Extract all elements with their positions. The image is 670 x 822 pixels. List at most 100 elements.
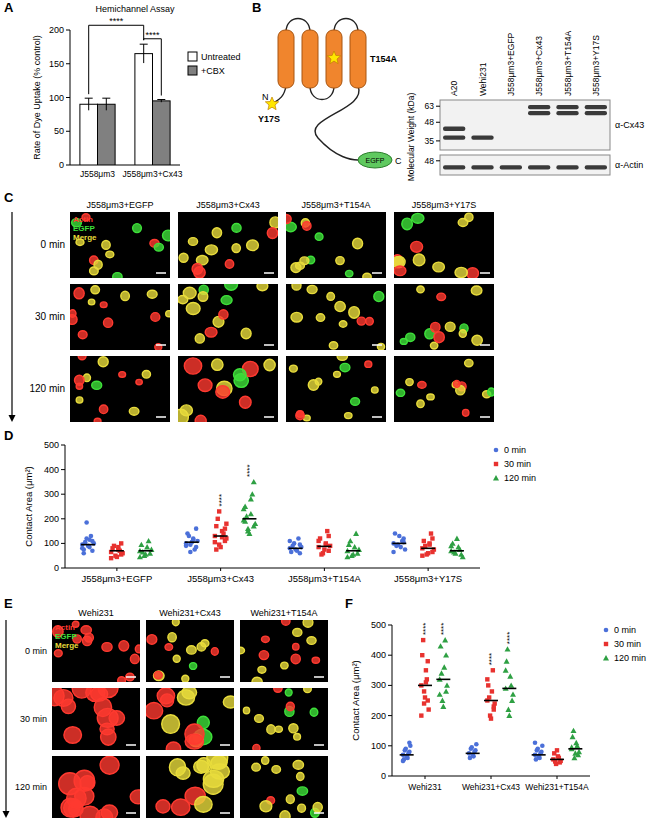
cell (190, 663, 197, 670)
point (188, 550, 193, 555)
cell (488, 388, 495, 396)
point (241, 506, 247, 511)
cell (349, 307, 360, 319)
point (401, 759, 406, 764)
legend-label: 0 min (614, 625, 636, 635)
micrograph (52, 756, 146, 822)
scale-bar (314, 812, 324, 814)
micrograph-bg (394, 356, 494, 422)
y-tick-label: 300 (44, 489, 59, 499)
cell (307, 285, 317, 293)
cell (205, 245, 217, 255)
point (439, 698, 445, 703)
cell (102, 643, 112, 652)
bar (153, 101, 171, 165)
micrograph (178, 279, 278, 350)
legend-label: 30 min (504, 459, 531, 469)
cell (203, 774, 223, 794)
cell (465, 359, 473, 366)
cell (165, 644, 173, 651)
micrograph (240, 684, 328, 751)
mutation-label: T154A (370, 54, 398, 64)
point (460, 554, 466, 559)
panel-label: D (4, 428, 13, 443)
category-label: J558μm3+Cx43 (123, 169, 183, 179)
channel-legend: Actin (55, 623, 75, 632)
y-tick (66, 165, 70, 166)
cell (345, 413, 352, 419)
band (471, 135, 493, 139)
point (441, 664, 447, 669)
cell (298, 804, 306, 812)
point (507, 673, 513, 678)
point (494, 462, 498, 466)
point (444, 682, 450, 687)
cell (212, 228, 221, 238)
cell (253, 744, 260, 751)
cell (417, 400, 424, 408)
cell (297, 773, 304, 781)
micrograph-bg (146, 620, 234, 682)
point (424, 680, 428, 684)
cell (459, 330, 466, 338)
cell (113, 273, 122, 281)
point (439, 670, 445, 675)
cell (402, 218, 413, 230)
point (391, 550, 396, 555)
cell (91, 687, 108, 701)
point (140, 549, 146, 554)
bands (443, 105, 607, 140)
point (192, 547, 197, 552)
micrograph (145, 686, 238, 755)
y-axis (392, 625, 393, 776)
scale-bar (480, 272, 490, 274)
significance-bracket (144, 39, 162, 96)
point (217, 509, 221, 513)
cell (417, 286, 424, 293)
lane-label: J558μm3+Cx43 (534, 36, 544, 96)
scale-bar (126, 744, 136, 746)
cell (431, 322, 440, 332)
cell (282, 617, 290, 625)
cell (147, 635, 157, 645)
cell (100, 302, 107, 308)
micrograph-bg (286, 284, 386, 350)
cell (292, 281, 301, 290)
cell (216, 386, 230, 399)
y-tick (61, 469, 65, 470)
band (443, 135, 465, 139)
channel-legend: EGFP (55, 632, 77, 641)
y-tick-label: 0 (381, 771, 386, 781)
category-label: J558μm3+EGFP (82, 573, 153, 584)
scale-bar (372, 344, 382, 346)
y-tick (388, 745, 392, 746)
cell (307, 637, 316, 645)
cell (255, 715, 264, 723)
y-tick-label: 50 (54, 126, 64, 136)
scale-bar (314, 744, 324, 746)
point (350, 551, 356, 556)
cell (437, 293, 446, 300)
cell (186, 303, 200, 315)
point (474, 742, 479, 747)
point (419, 713, 423, 717)
point (603, 655, 609, 660)
scale-bar (126, 676, 136, 678)
cell (270, 217, 281, 228)
n-terminus: N (262, 92, 269, 102)
legend-label: 120 min (504, 473, 536, 483)
micrograph (286, 281, 386, 350)
bars (80, 44, 170, 165)
median (532, 754, 546, 756)
cell (67, 788, 86, 808)
point (509, 698, 515, 703)
point (115, 555, 119, 559)
y-tick-label: 500 (44, 440, 59, 450)
point (424, 668, 428, 672)
cell (297, 787, 307, 795)
cell (234, 369, 247, 381)
panel-label: F (345, 596, 353, 611)
micrograph (237, 617, 329, 686)
bands (443, 165, 607, 169)
band (528, 165, 550, 169)
